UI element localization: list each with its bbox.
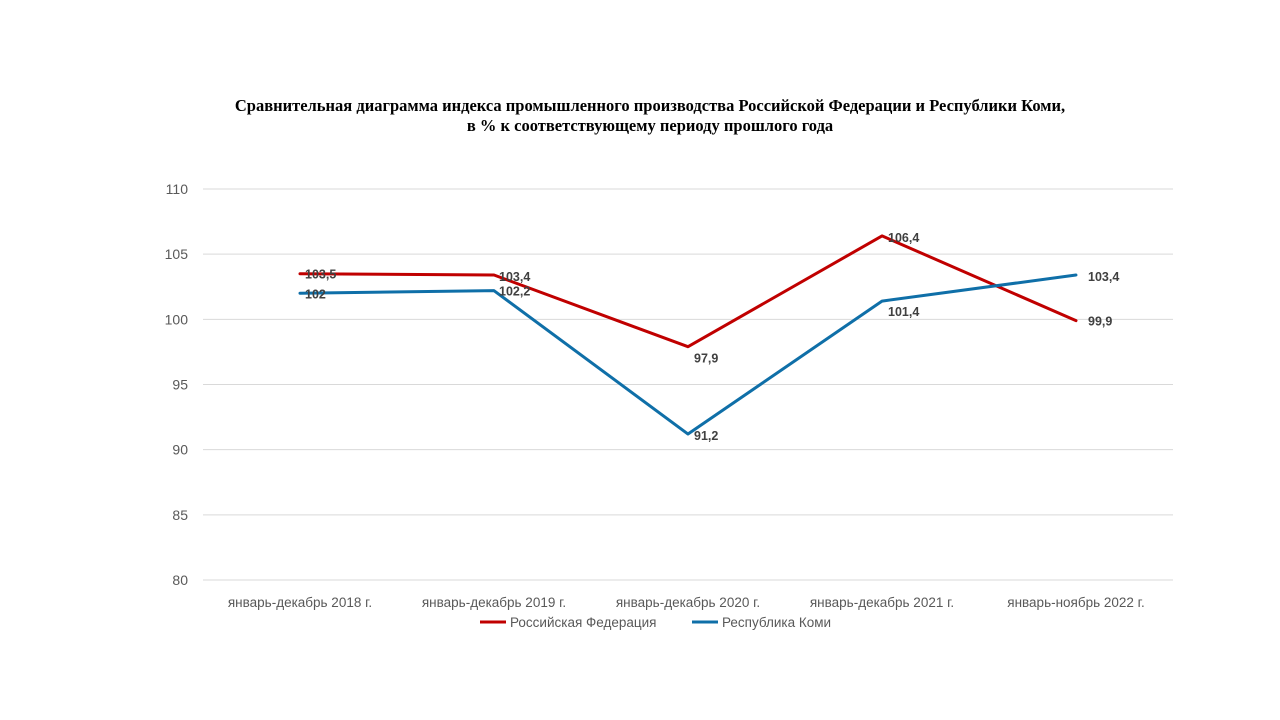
data-label-russia: 103,4 xyxy=(499,270,530,284)
data-label-komi: 91,2 xyxy=(694,429,718,443)
data-label-komi: 102,2 xyxy=(499,285,530,299)
x-tick-label: январь-декабрь 2020 г. xyxy=(616,595,760,610)
y-tick-label: 95 xyxy=(172,377,188,393)
x-tick-label: январь-ноябрь 2022 г. xyxy=(1007,595,1144,610)
data-label-russia: 97,9 xyxy=(694,352,718,366)
x-tick-label: январь-декабрь 2021 г. xyxy=(810,595,954,610)
data-label-komi: 102 xyxy=(305,287,326,301)
data-label-russia: 103,5 xyxy=(305,268,336,282)
data-label-komi: 103,4 xyxy=(1088,270,1119,284)
data-label-russia: 106,4 xyxy=(888,231,919,245)
chart-title-block: Сравнительная диаграмма индекса промышле… xyxy=(0,96,1280,136)
y-tick-label: 100 xyxy=(165,311,189,327)
chart-title: Сравнительная диаграмма индекса промышле… xyxy=(234,96,1066,115)
y-tick-label: 85 xyxy=(172,507,188,523)
x-tick-label: январь-декабрь 2018 г. xyxy=(228,595,372,610)
legend-label-komi: Республика Коми xyxy=(722,615,831,630)
y-tick-label: 90 xyxy=(172,442,188,458)
data-label-russia: 99,9 xyxy=(1088,315,1112,329)
x-tick-label: январь-декабрь 2019 г. xyxy=(422,595,566,610)
y-tick-label: 105 xyxy=(165,246,189,262)
chart-subtitle: в % к соответствующему периоду прошлого … xyxy=(466,116,834,135)
series-line-komi xyxy=(298,273,1078,436)
legend-label-russia: Российская Федерация xyxy=(510,615,656,630)
series-line-russia xyxy=(298,234,1078,349)
y-tick-label: 110 xyxy=(166,181,189,197)
y-tick-label: 80 xyxy=(172,572,188,588)
data-label-komi: 101,4 xyxy=(888,305,919,319)
